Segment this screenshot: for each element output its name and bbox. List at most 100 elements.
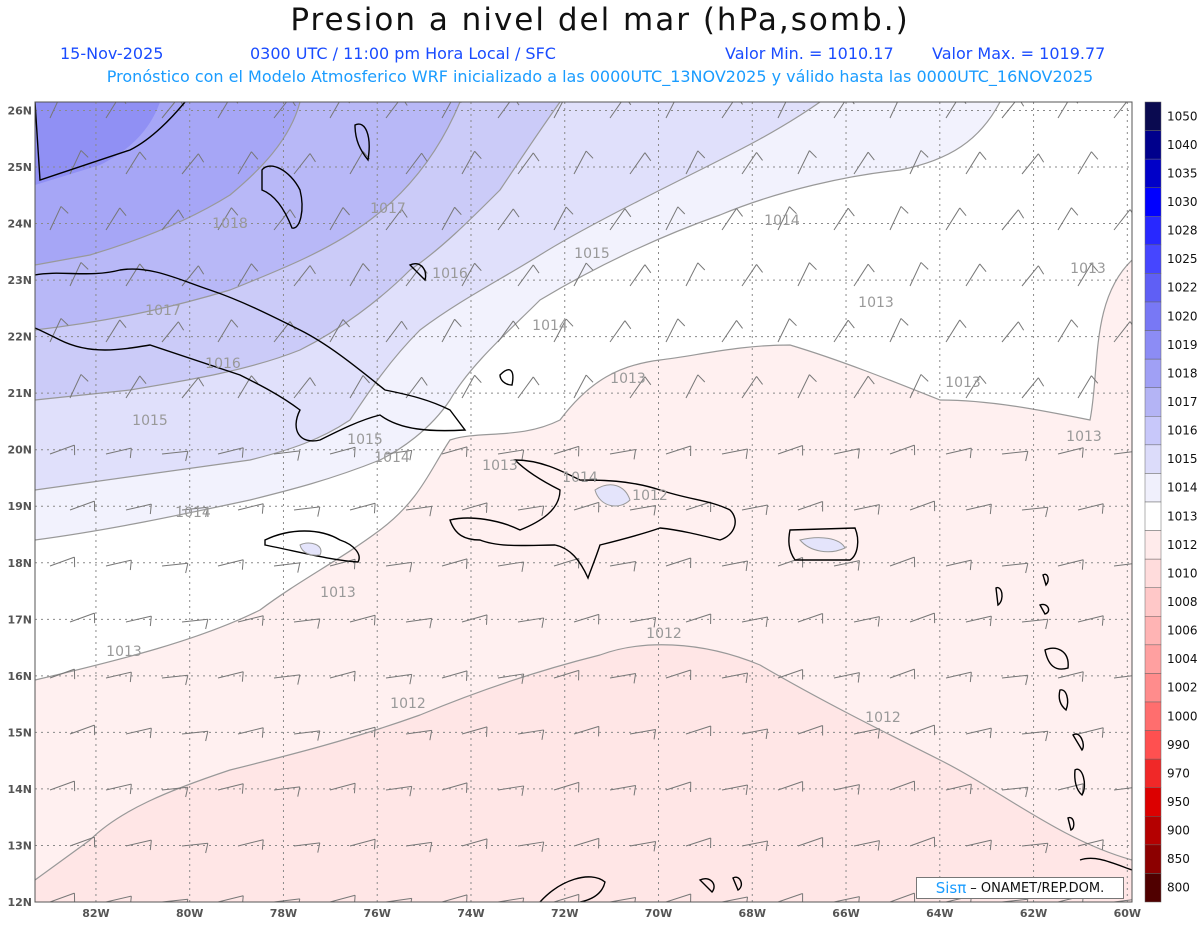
contour-label: 1015 <box>347 432 383 448</box>
wind-barb-flag <box>877 728 880 739</box>
wind-barb-flag <box>521 561 525 572</box>
wind-barb-flag <box>119 207 127 217</box>
wind-barb <box>945 102 957 119</box>
wind-barb <box>609 896 636 902</box>
wind-barb-flag <box>421 376 428 386</box>
lat-label: 19N <box>7 500 32 513</box>
wind-barb-flag <box>959 207 967 217</box>
wind-barb-flag <box>185 451 189 462</box>
wind-barb-flag <box>1138 675 1140 685</box>
wind-barb <box>833 102 845 119</box>
wind-barb-flag <box>745 448 749 460</box>
wind-barb-flag <box>429 730 433 741</box>
wind-barb-flag <box>959 319 967 329</box>
wind-barb <box>237 151 252 175</box>
wind-barb <box>349 502 376 511</box>
wind-barb <box>553 445 580 455</box>
wind-barb <box>1113 675 1132 679</box>
wind-barb <box>629 152 646 175</box>
wind-barb-flag <box>979 151 987 161</box>
wind-barb-flag <box>745 560 749 572</box>
credit-box: Sisπ – ONAMET/REP.DOM. <box>916 877 1124 899</box>
colorbar-swatch <box>1144 844 1162 874</box>
wind-barb-flag <box>362 263 370 272</box>
wind-barb-flag <box>409 786 413 797</box>
lon-label: 70W <box>645 907 672 920</box>
wind-barb <box>665 445 691 455</box>
wind-barb <box>609 672 636 679</box>
wind-barb <box>741 728 768 735</box>
wind-barb <box>217 895 244 902</box>
wind-barb-flag <box>1037 265 1045 275</box>
wind-barb <box>273 898 300 902</box>
wind-barb <box>797 150 810 175</box>
wind-barb-flag <box>129 560 132 571</box>
wind-barb <box>1021 730 1048 735</box>
wind-barb-flag <box>847 319 855 329</box>
wind-barb <box>1113 563 1132 567</box>
wind-barb-flag <box>736 208 743 217</box>
forecast-date: 15-Nov-2025 <box>60 44 164 63</box>
wind-barb-flag <box>409 450 413 461</box>
wind-barb <box>329 319 344 343</box>
wind-barb <box>553 557 580 567</box>
wind-barb <box>405 376 423 399</box>
wind-barb-flag <box>969 560 972 571</box>
wind-barb-flag <box>197 377 205 387</box>
colorbar-label: 1022 <box>1167 281 1198 295</box>
wind-barb <box>385 561 412 567</box>
wind-barb-flag <box>1138 787 1140 797</box>
contour-label: 1017 <box>370 201 406 217</box>
wind-barb-flag <box>765 504 769 516</box>
wind-barb <box>105 783 132 791</box>
wind-barb-flag <box>624 208 632 218</box>
wind-barb-flag <box>60 318 69 326</box>
wind-barb-flag <box>474 374 482 384</box>
wind-barb <box>629 376 646 399</box>
wind-barb <box>685 501 711 511</box>
wind-barb <box>497 561 524 567</box>
contour-label: 1014 <box>562 470 598 486</box>
wind-barb <box>833 672 860 679</box>
wind-barb-flag <box>697 262 706 271</box>
wind-barb <box>777 445 803 455</box>
wind-barb <box>741 152 757 175</box>
wind-barb <box>105 319 121 343</box>
wind-barb-flag <box>186 899 189 902</box>
wind-barb-flag <box>129 672 132 683</box>
wind-barb-flag <box>1037 377 1045 387</box>
colorbar-swatch <box>1144 130 1162 160</box>
wind-barb <box>349 838 376 847</box>
lon-label: 64W <box>926 907 953 920</box>
wind-barb <box>405 729 432 735</box>
colorbar-label: 1050 <box>1167 109 1198 123</box>
wind-barb <box>405 152 423 175</box>
wind-barb-flag <box>251 151 259 160</box>
wind-barb-flag <box>354 895 356 902</box>
wind-barb <box>833 896 860 902</box>
wind-barb <box>1021 506 1048 511</box>
wind-barb <box>553 669 580 679</box>
wind-barb <box>721 896 748 902</box>
wind-barb <box>293 730 320 735</box>
wind-barb-flag <box>697 374 706 383</box>
wind-barb <box>573 613 600 623</box>
wind-barb <box>517 152 534 175</box>
wind-barb-flag <box>1025 675 1029 686</box>
wind-barb <box>385 102 399 119</box>
colorbar-swatch <box>1144 101 1162 131</box>
wind-barb <box>497 785 524 791</box>
wind-barb <box>553 893 580 902</box>
colorbar-label: 850 <box>1167 852 1190 866</box>
wind-barb <box>49 892 75 902</box>
wind-barb-flag <box>900 206 909 214</box>
wind-barb-flag <box>205 619 209 630</box>
wind-barb-flag <box>149 840 152 851</box>
wind-barb-flag <box>628 102 632 106</box>
wind-barb-flag <box>756 152 763 161</box>
wind-barb-flag <box>353 671 356 682</box>
wind-barb-flag <box>809 262 817 271</box>
wind-barb-flag <box>677 206 686 215</box>
wind-barb <box>217 671 244 679</box>
wind-barb-flag <box>900 318 909 326</box>
